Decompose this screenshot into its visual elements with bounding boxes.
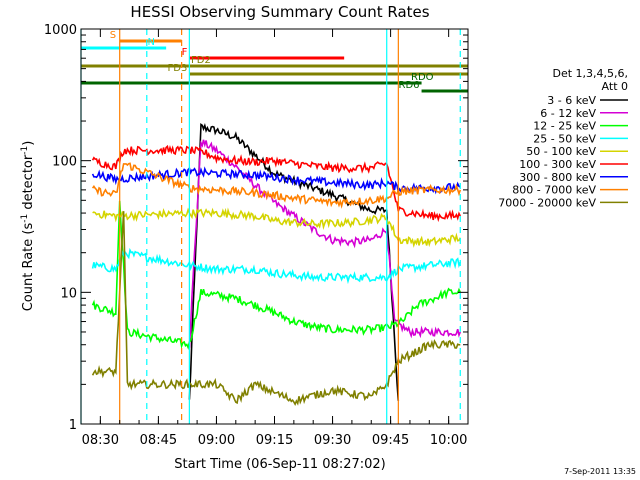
timestamp-stamp: 7-Sep-2011 13:35: [564, 467, 636, 476]
y-axis-label: Count Rate (s-1 detector-1): [20, 141, 36, 312]
x-axis-label: Start Time (06-Sep-11 08:27:02): [174, 457, 385, 472]
marker-label-fd2: FD2: [191, 55, 211, 66]
marker-label-f: F: [182, 47, 188, 58]
legend-label-2: 12 - 25 keV: [533, 120, 596, 133]
y-axis-ticks: 1 10 100 1000: [44, 23, 468, 433]
legend-label-1: 6 - 12 keV: [540, 107, 596, 120]
x-tick-label-2: 09:00: [198, 433, 235, 448]
legend-label-5: 100 - 300 keV: [519, 158, 596, 171]
marker-label-n: N: [148, 37, 155, 48]
legend-label-4: 50 - 100 keV: [526, 145, 596, 158]
x-tick-label-1: 08:45: [140, 433, 177, 448]
series-line-4: [92, 207, 462, 248]
marker-label-rdo: RDO: [411, 72, 434, 83]
x-tick-label-3: 09:15: [256, 433, 293, 448]
y-tick-label-1: 10: [60, 286, 77, 301]
legend-label-8: 7000 - 20000 keV: [498, 196, 596, 209]
legend-label-0: 3 - 6 keV: [547, 94, 596, 107]
series-line-1: [188, 139, 462, 348]
series-line-3: [91, 247, 462, 285]
marker-label-s: S: [110, 30, 116, 41]
x-tick-label-5: 09:45: [372, 433, 409, 448]
series-line-7: [91, 162, 462, 209]
plot-area: [91, 123, 462, 407]
series-line-0: [188, 123, 400, 401]
series-line-2: [91, 200, 462, 350]
series-line-8: [91, 211, 461, 407]
x-tick-label-6: 10:00: [430, 433, 467, 448]
x-axis-ticks: 08:30 08:45 09:00 09:15 09:30 09:45 10:00: [80, 29, 469, 448]
y-tick-label-0: 1: [69, 418, 77, 433]
y-tick-label-3: 1000: [44, 23, 77, 38]
series-line-5: [91, 144, 462, 223]
legend-label-3: 25 - 50 keV: [533, 132, 596, 145]
marker-label-rd6: RD6: [399, 80, 420, 91]
legend-header-line-2: Att 0: [602, 80, 628, 93]
legend-header-line-1: Det 1,3,4,5,6,: [552, 67, 628, 80]
chart-title: HESSI Observing Summary Count Rates: [130, 3, 429, 21]
legend-label-7: 800 - 7000 keV: [512, 184, 596, 197]
marker-label-fd3: FD3: [168, 63, 188, 74]
x-tick-label-0: 08:30: [82, 433, 119, 448]
x-tick-label-4: 09:30: [314, 433, 351, 448]
legend-label-6: 300 - 800 keV: [519, 171, 596, 184]
y-tick-label-2: 100: [52, 155, 77, 170]
